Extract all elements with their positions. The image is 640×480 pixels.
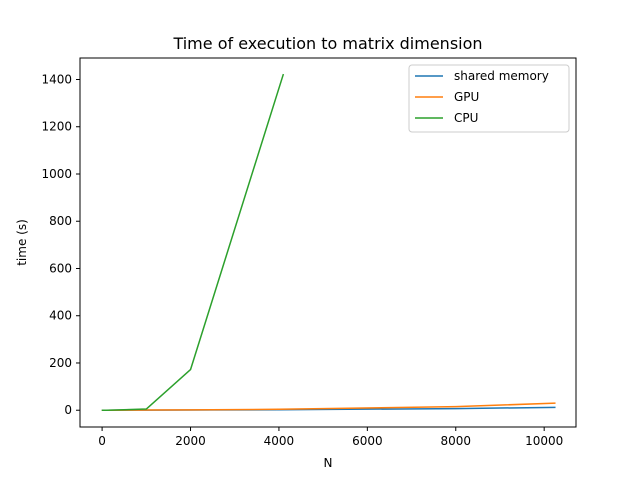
y-tick-label-4: 800 — [49, 214, 72, 228]
y-tick-label-7: 1400 — [41, 72, 72, 86]
legend-label-2: CPU — [454, 111, 478, 125]
y-tick-label-0: 0 — [64, 403, 72, 417]
x-tick-label-0: 0 — [98, 434, 106, 448]
y-tick-label-1: 200 — [49, 356, 72, 370]
series-line-2 — [101, 73, 285, 411]
legend-label-1: GPU — [454, 90, 479, 104]
chart-title: Time of execution to matrix dimension — [172, 34, 482, 53]
legend-frame — [408, 64, 570, 133]
y-tick-label-3: 600 — [49, 261, 72, 275]
legend-label-0: shared memory — [454, 69, 549, 83]
y-tick-label-6: 1200 — [41, 120, 72, 134]
x-tick-label-1: 2000 — [175, 434, 206, 448]
x-tick-label-5: 10000 — [525, 434, 563, 448]
x-tick-label-4: 8000 — [440, 434, 471, 448]
series-layer — [101, 73, 556, 411]
legend: shared memory GPU CPU — [408, 64, 570, 133]
y-tick-label-5: 1000 — [41, 167, 72, 181]
y-tick-label-2: 400 — [49, 309, 72, 323]
x-tick-label-2: 4000 — [264, 434, 295, 448]
x-tick-label-3: 6000 — [352, 434, 383, 448]
axes-layer: 0 2000 4000 6000 8000 10000 0 200 400 600 800 1000 1… — [41, 57, 577, 448]
y-axis-title: time (s) — [15, 219, 29, 266]
axes-frame — [79, 57, 577, 428]
x-axis-title: N — [324, 456, 333, 470]
